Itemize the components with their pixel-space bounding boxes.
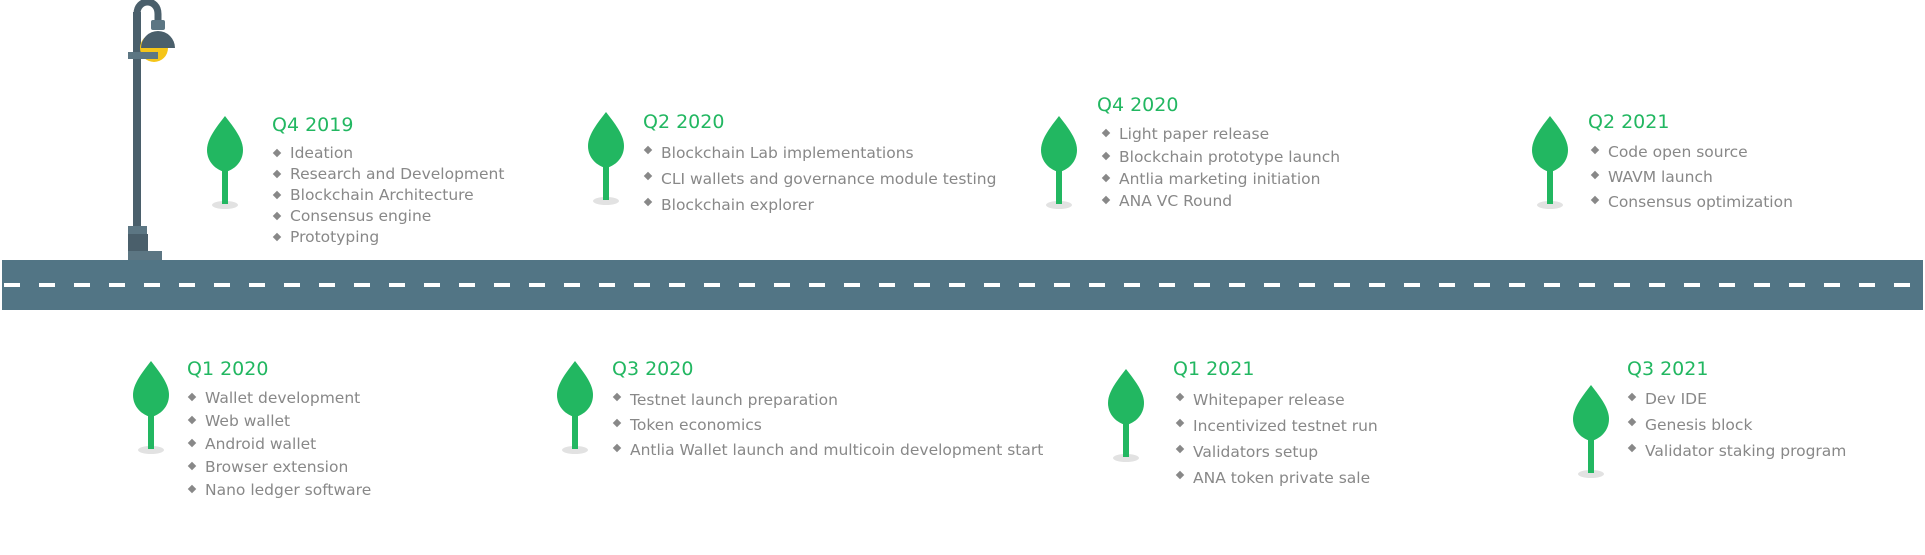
list-item: Antlia Wallet launch and multicoin devel… xyxy=(612,438,1043,463)
street-lamp-icon xyxy=(114,0,212,266)
list-item: Research and Development xyxy=(272,164,504,185)
list-item: Browser extension xyxy=(187,456,371,479)
milestone-title: Q2 2020 xyxy=(643,111,725,133)
leaf-tree-icon xyxy=(1569,381,1613,481)
list-item: ANA token private sale xyxy=(1175,465,1378,491)
list-item: Validators setup xyxy=(1175,439,1378,465)
list-item: Wallet development xyxy=(187,387,371,410)
list-item: Ideation xyxy=(272,143,504,164)
leaf-tree-icon xyxy=(553,357,597,457)
list-item: Blockchain prototype launch xyxy=(1101,146,1340,168)
leaf-tree-icon xyxy=(584,108,628,208)
list-item: Consensus engine xyxy=(272,206,504,227)
list-item: Genesis block xyxy=(1627,412,1846,438)
leaf-tree-icon xyxy=(129,357,173,457)
list-item: Web wallet xyxy=(187,410,371,433)
list-item: Nano ledger software xyxy=(187,479,371,502)
milestone-items: Code open source WAVM launch Consensus o… xyxy=(1590,140,1793,215)
leaf-tree-icon xyxy=(1037,112,1081,212)
list-item: Dev IDE xyxy=(1627,387,1846,412)
list-item: CLI wallets and governance module testin… xyxy=(643,166,996,192)
list-item: Blockchain Architecture xyxy=(272,185,504,206)
milestone-title: Q1 2021 xyxy=(1173,358,1255,380)
list-item: Token economics xyxy=(612,413,1043,438)
milestone-title: Q3 2020 xyxy=(612,358,694,380)
leaf-tree-icon xyxy=(1528,112,1572,212)
milestone-title: Q4 2019 xyxy=(272,114,354,136)
road xyxy=(2,260,1923,310)
list-item: Prototyping xyxy=(272,227,504,248)
list-item: ANA VC Round xyxy=(1101,190,1340,212)
milestone-items: Light paper release Blockchain prototype… xyxy=(1101,123,1340,212)
milestone-title: Q2 2021 xyxy=(1588,111,1670,133)
list-item: Light paper release xyxy=(1101,123,1340,146)
milestone-title: Q3 2021 xyxy=(1627,358,1709,380)
list-item: Android wallet xyxy=(187,433,371,456)
milestone-items: Dev IDE Genesis block Validator staking … xyxy=(1627,387,1846,464)
list-item: Testnet launch preparation xyxy=(612,387,1043,413)
list-item: Blockchain explorer xyxy=(643,192,996,218)
milestone-items: Blockchain Lab implementations CLI walle… xyxy=(643,140,996,218)
leaf-tree-icon xyxy=(1104,365,1148,465)
leaf-tree-icon xyxy=(203,112,247,212)
milestone-items: Testnet launch preparation Token economi… xyxy=(612,387,1043,463)
list-item: Whitepaper release xyxy=(1175,387,1378,413)
milestone-title: Q4 2020 xyxy=(1097,94,1179,116)
milestone-items: Ideation Research and Development Blockc… xyxy=(272,143,504,248)
list-item: Incentivized testnet run xyxy=(1175,413,1378,439)
road-dashes xyxy=(2,283,1923,287)
milestone-title: Q1 2020 xyxy=(187,358,269,380)
list-item: WAVM launch xyxy=(1590,165,1793,190)
list-item: Code open source xyxy=(1590,140,1793,165)
list-item: Validator staking program xyxy=(1627,438,1846,464)
list-item: Antlia marketing initiation xyxy=(1101,168,1340,190)
milestone-items: Whitepaper release Incentivized testnet … xyxy=(1175,387,1378,491)
list-item: Blockchain Lab implementations xyxy=(643,140,996,166)
list-item: Consensus optimization xyxy=(1590,190,1793,215)
milestone-items: Wallet development Web wallet Android wa… xyxy=(187,387,371,502)
